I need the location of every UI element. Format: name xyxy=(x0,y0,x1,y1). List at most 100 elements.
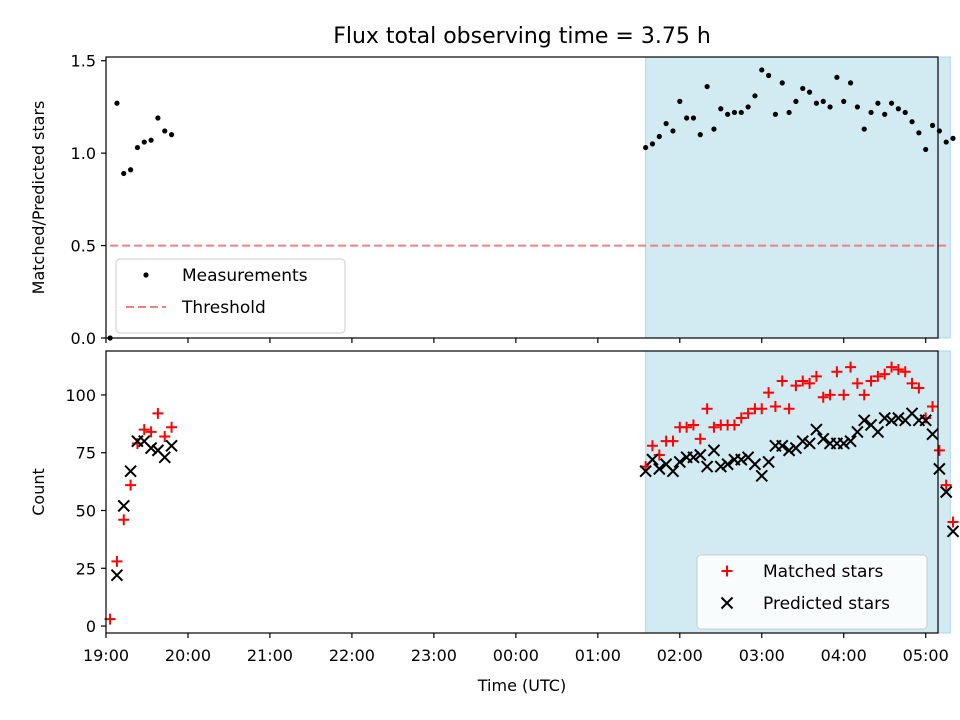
data-point xyxy=(834,74,840,80)
data-point xyxy=(806,89,813,95)
y-tick-label: 1.5 xyxy=(71,52,96,71)
data-point xyxy=(762,455,775,469)
data-point xyxy=(779,80,785,86)
chart-title: Flux total observing time = 3.75 h xyxy=(333,24,711,49)
data-point xyxy=(756,403,768,415)
data-point xyxy=(718,106,724,112)
data-point xyxy=(797,375,809,387)
data-point xyxy=(114,100,120,106)
data-point xyxy=(845,361,857,373)
legend-label: Measurements xyxy=(182,266,308,286)
data-point xyxy=(929,122,936,129)
data-point xyxy=(158,451,171,464)
data-point xyxy=(940,479,952,491)
data-point xyxy=(810,370,822,382)
x-tick-label: 02:00 xyxy=(657,646,703,665)
data-point xyxy=(817,391,829,403)
x-tick-label: 22:00 xyxy=(329,646,375,665)
data-point xyxy=(124,464,137,478)
data-point xyxy=(844,434,857,448)
data-point xyxy=(148,137,154,143)
legend-label: Predicted stars xyxy=(763,594,890,614)
data-point xyxy=(858,389,870,401)
legend-swatch xyxy=(143,272,149,278)
data-point xyxy=(902,109,908,116)
data-point xyxy=(728,419,740,431)
data-point xyxy=(701,403,713,415)
data-point xyxy=(694,448,707,462)
data-point xyxy=(663,120,669,127)
data-point xyxy=(800,85,806,92)
legend-swatch xyxy=(721,565,733,577)
data-point xyxy=(649,141,656,147)
data-point xyxy=(906,377,918,389)
x-tick-label: 19:00 xyxy=(83,646,129,665)
data-point xyxy=(813,100,820,106)
data-point xyxy=(162,128,168,134)
data-point xyxy=(697,132,703,138)
x-tick-label: 03:00 xyxy=(739,646,785,665)
data-point xyxy=(946,525,960,538)
data-point xyxy=(947,516,959,528)
data-point xyxy=(646,440,658,452)
data-point xyxy=(110,569,124,582)
x-axis-label: Time (UTC) xyxy=(477,676,566,695)
y-tick-label: 0.5 xyxy=(71,237,96,256)
data-point xyxy=(886,361,898,373)
data-point xyxy=(735,453,748,466)
data-point xyxy=(933,462,946,476)
data-point xyxy=(858,414,871,427)
y-tick-label: 75 xyxy=(76,444,96,463)
data-point xyxy=(725,111,731,117)
data-point xyxy=(782,444,796,457)
data-point xyxy=(707,444,721,457)
data-point xyxy=(111,555,123,567)
observing-window-shade xyxy=(645,56,951,339)
legend-label: Matched stars xyxy=(763,562,883,582)
data-point xyxy=(919,414,932,427)
data-point xyxy=(666,464,680,478)
bottom-panel: 0 25 50 75 100 19:00 20:00 21:00 22:00 23:00 00:00… xyxy=(29,350,960,695)
data-point xyxy=(851,377,863,389)
data-point xyxy=(847,80,854,86)
data-point xyxy=(871,425,885,439)
data-point xyxy=(145,426,157,438)
data-point xyxy=(790,380,802,392)
data-point xyxy=(939,485,953,499)
data-point xyxy=(639,464,652,478)
top-panel: 0.0 0.5 1.0 1.5 Matched/Predicted stars Measu… xyxy=(29,52,956,348)
legend-swatch xyxy=(720,596,734,610)
data-point xyxy=(125,479,137,491)
data-point xyxy=(776,375,788,387)
data-point xyxy=(681,421,693,433)
data-point xyxy=(738,109,744,116)
data-point xyxy=(793,98,799,104)
data-point xyxy=(872,370,884,382)
data-point xyxy=(646,453,659,466)
data-point xyxy=(838,389,850,401)
data-point xyxy=(765,72,772,79)
data-point xyxy=(165,439,178,452)
data-point xyxy=(134,144,141,151)
legend-label: Threshold xyxy=(181,298,266,318)
data-point xyxy=(796,434,809,448)
x-tick-label: 00:00 xyxy=(493,646,539,665)
data-point xyxy=(841,98,847,104)
data-point xyxy=(742,407,754,419)
data-point xyxy=(933,444,945,456)
data-point xyxy=(786,109,792,116)
data-point xyxy=(827,104,833,110)
data-point xyxy=(117,499,130,513)
data-point xyxy=(776,439,789,452)
data-point xyxy=(817,432,830,446)
data-point xyxy=(783,403,795,415)
data-point xyxy=(144,441,158,455)
data-point xyxy=(831,366,843,378)
data-point xyxy=(851,425,864,439)
x-tick-label: 04:00 xyxy=(821,646,867,665)
data-point xyxy=(810,423,823,436)
data-point xyxy=(711,126,717,132)
data-point xyxy=(708,421,720,433)
data-point xyxy=(927,400,939,412)
data-point xyxy=(166,421,178,433)
